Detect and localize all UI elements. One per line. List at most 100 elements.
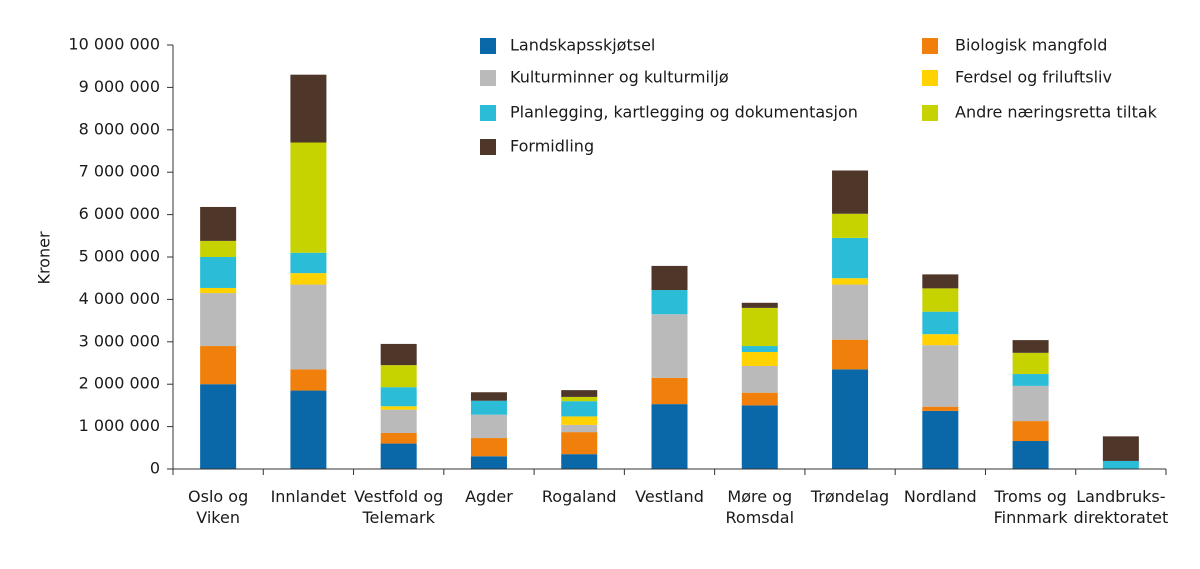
bar-segment xyxy=(741,405,778,469)
legend-swatch xyxy=(922,70,938,86)
bar-segment xyxy=(741,307,778,347)
x-tick-label: Troms og Finnmark xyxy=(993,487,1068,527)
bar-segment xyxy=(290,74,327,143)
bar-segment xyxy=(200,346,237,385)
bar-segment xyxy=(380,443,417,469)
bar-segment xyxy=(200,206,237,241)
bar-segment xyxy=(290,369,327,391)
bar-segment xyxy=(1012,421,1049,442)
legend-swatch xyxy=(480,139,496,155)
bar-segment xyxy=(1102,436,1139,461)
legend-label: Biologisk mangfold xyxy=(955,36,1107,55)
x-tick-label: Landbruks-direktoratet xyxy=(1073,487,1168,527)
bar-segment xyxy=(470,438,507,457)
bar-segment xyxy=(1012,352,1049,375)
bar-segment xyxy=(832,278,869,285)
bar-segment xyxy=(922,406,959,411)
bar-segment xyxy=(922,410,959,469)
x-tick-label: Innlandet xyxy=(271,487,347,506)
y-tick-label: 8 000 000 xyxy=(79,119,160,138)
bar-segment xyxy=(741,392,778,406)
bar-segment xyxy=(470,392,507,401)
y-tick-label: 2 000 000 xyxy=(79,374,160,393)
legend-swatch xyxy=(480,70,496,86)
legend-label: Planlegging, kartlegging og dokumentasjo… xyxy=(510,103,858,122)
bar-segment xyxy=(832,213,869,238)
bar-segment xyxy=(380,365,417,388)
y-tick-label: 5 000 000 xyxy=(79,247,160,266)
legend-label: Formidling xyxy=(510,137,594,156)
bar-segment xyxy=(832,237,869,279)
legend-label: Kulturminner og kulturmiljø xyxy=(510,68,729,87)
bar-segment xyxy=(651,314,688,378)
bar-segment xyxy=(922,345,959,407)
bar-segment xyxy=(380,343,417,366)
y-tick-label: 3 000 000 xyxy=(79,331,160,350)
bar-segment xyxy=(561,390,598,397)
bar-segment xyxy=(832,339,869,370)
bar-segment xyxy=(200,384,237,469)
bar-segment xyxy=(290,142,327,253)
bar-segment xyxy=(470,400,507,415)
bar-segment xyxy=(1012,385,1049,422)
bar-segment xyxy=(741,351,778,366)
bar-segment xyxy=(290,252,327,274)
bar-segment xyxy=(1012,374,1049,386)
bar-segment xyxy=(290,390,327,469)
legend-swatch xyxy=(480,38,496,54)
bar-segment xyxy=(922,274,959,289)
x-tick-label: Møre og Romsdal xyxy=(726,487,795,527)
bar-segment xyxy=(200,293,237,347)
x-tick-label: Vestland xyxy=(635,487,704,506)
bar-segment xyxy=(651,377,688,405)
y-tick-label: 1 000 000 xyxy=(79,416,160,435)
x-tick-label: Agder xyxy=(465,487,513,506)
bar-segment xyxy=(651,265,688,291)
x-tick-label: Nordland xyxy=(904,487,977,506)
legend-label: Landskapsskjøtsel xyxy=(510,36,655,55)
y-tick-label: 10 000 000 xyxy=(68,35,160,54)
bar-segment xyxy=(200,287,237,294)
bar-segment xyxy=(922,334,959,346)
bar-segment xyxy=(1012,441,1049,469)
y-tick-label: 9 000 000 xyxy=(79,77,160,96)
bar-segment xyxy=(561,454,598,469)
bar-segment xyxy=(922,311,959,335)
bar-segment xyxy=(561,416,598,425)
y-tick-label: 6 000 000 xyxy=(79,204,160,223)
bar-segment xyxy=(741,302,778,308)
bar-segment xyxy=(832,170,869,214)
legend-swatch xyxy=(922,105,938,121)
bar-segment xyxy=(561,432,598,455)
legend-swatch xyxy=(480,105,496,121)
bar-segment xyxy=(470,456,507,469)
bar-segment xyxy=(922,288,959,312)
bar-segment xyxy=(741,365,778,393)
bar-segment xyxy=(200,257,237,288)
y-tick-label: 7 000 000 xyxy=(79,162,160,181)
y-tick-label: 4 000 000 xyxy=(79,289,160,308)
bar-segment xyxy=(380,406,417,410)
bar-segment xyxy=(832,284,869,340)
bar-segment xyxy=(741,346,778,352)
bar-segment xyxy=(470,414,507,439)
x-tick-label: Oslo og Viken xyxy=(188,487,248,527)
bar-segment xyxy=(290,284,327,370)
bar-segment xyxy=(1012,340,1049,353)
bar-segment xyxy=(1102,460,1139,469)
bar-segment xyxy=(561,396,598,402)
legend-label: Ferdsel og friluftsliv xyxy=(955,68,1112,87)
legend-label: Andre næringsretta tiltak xyxy=(955,103,1158,122)
bar-segment xyxy=(832,369,869,469)
legend-swatch xyxy=(922,38,938,54)
bar-segment xyxy=(380,432,417,444)
bar-segment xyxy=(380,387,417,407)
bar-segment xyxy=(380,409,417,433)
bar-segment xyxy=(651,404,688,469)
y-tick-label: 0 xyxy=(150,459,160,478)
y-axis-label: Kroner xyxy=(35,231,54,284)
x-tick-label: Rogaland xyxy=(542,487,617,506)
bar-segment xyxy=(561,424,598,433)
x-tick-label: Vestfold og Telemark xyxy=(354,487,443,527)
